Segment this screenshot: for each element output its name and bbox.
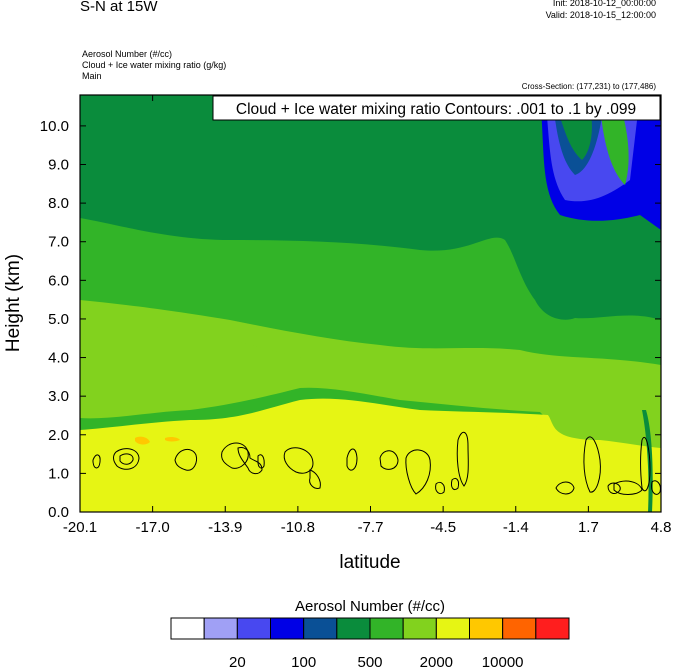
cloud-contour xyxy=(221,442,249,469)
colorbar-swatch xyxy=(203,617,238,640)
cloud-contour xyxy=(257,454,265,469)
y-tick-label: 2.0 xyxy=(48,427,69,444)
colorbar-swatch xyxy=(435,617,471,640)
contour-legend-text: Cloud + Ice water mixing ratio Contours:… xyxy=(236,101,636,118)
colorbar-tick-label: 20 xyxy=(229,654,246,668)
cloud-contour xyxy=(174,448,197,471)
colorbar-swatch xyxy=(170,617,205,640)
x-tick-label: -10.8 xyxy=(281,519,315,536)
y-axis: 0.0 1.0 2.0 3.0 4.0 5.0 6.0 7.0 8.0 9.0 10.0 xyxy=(40,118,661,521)
cloud-contour xyxy=(309,469,321,489)
cloud-contour xyxy=(113,448,140,470)
y-tick-label: 7.0 xyxy=(48,234,69,251)
cloud-contour xyxy=(451,477,459,491)
x-tick-label: 1.7 xyxy=(578,519,599,536)
field-label-aerosol: Aerosol Number (#/cc) xyxy=(82,49,173,59)
x-tick-label: -17.0 xyxy=(136,519,170,536)
y-tick-label: 9.0 xyxy=(48,157,69,174)
y-tick-label: 8.0 xyxy=(48,195,69,212)
colorbar-tick-label: 10000 xyxy=(482,654,524,668)
y-tick-label: 1.0 xyxy=(48,465,69,482)
x-tick-label: 4.8 xyxy=(651,519,672,536)
colorbar-swatch xyxy=(402,617,437,640)
x-axis: -20.1 -17.0 -13.9 -10.8 -7.7 -4.5 -1.4 1.7 4.8 xyxy=(63,95,672,536)
init-time: Init: 2018-10-12_00:00:00 xyxy=(552,0,656,8)
cloud-contour xyxy=(346,448,358,471)
cloud-contour xyxy=(607,482,621,494)
cloud-contour xyxy=(435,481,445,495)
cloud-contour xyxy=(92,454,101,469)
y-tick-label: 3.0 xyxy=(48,388,69,405)
cloud-contour xyxy=(613,480,643,495)
cloud-contour xyxy=(283,447,314,474)
colorbar-title: Aerosol Number (#/cc) xyxy=(295,598,445,615)
x-tick-label: -7.7 xyxy=(358,519,384,536)
cloud-contour xyxy=(237,447,263,475)
field-label-cloud: Cloud + Ice water mixing ratio (g/kg) xyxy=(82,60,227,70)
cloud-contours xyxy=(92,431,661,495)
cloud-contour xyxy=(583,436,601,493)
colorbar-tick-label: 100 xyxy=(291,654,316,668)
y-tick-label: 10.0 xyxy=(40,118,69,135)
cloud-contour xyxy=(405,449,431,495)
colorbar-swatch xyxy=(303,617,338,640)
cloud-contour xyxy=(640,437,651,492)
colorbar-swatch xyxy=(236,617,271,640)
x-tick-label: -1.4 xyxy=(503,519,529,536)
main-title: S-N at 15W xyxy=(80,0,158,15)
x-tick-label: -13.9 xyxy=(208,519,242,536)
colorbar-swatch xyxy=(369,617,404,640)
x-axis-label: latitude xyxy=(339,552,400,573)
colorbar-tick-label: 500 xyxy=(357,654,382,668)
field-label-main: Main xyxy=(82,71,102,81)
colorbar-tick-label: 2000 xyxy=(420,654,453,668)
colorbar-labels: 20 100 500 2000 10000 xyxy=(229,654,524,668)
y-axis-label: Height (km) xyxy=(3,254,24,352)
aerosol-spot-high xyxy=(135,436,150,445)
contour-legend-box xyxy=(212,95,661,121)
colorbar-swatch xyxy=(502,617,537,640)
y-tick-label: 6.0 xyxy=(48,272,69,289)
colorbar-swatch xyxy=(469,617,504,640)
y-tick-label: 0.0 xyxy=(48,504,69,521)
y-tick-label: 4.0 xyxy=(48,350,69,367)
cloud-contour xyxy=(119,453,134,465)
cloud-contour xyxy=(379,450,399,470)
aerosol-field xyxy=(80,95,661,512)
cloud-contour xyxy=(555,481,575,495)
x-tick-label: -4.5 xyxy=(430,519,456,536)
cloud-contour xyxy=(651,480,661,495)
y-tick-label: 5.0 xyxy=(48,311,69,328)
colorbar-swatch xyxy=(336,617,371,640)
x-tick-label: -20.1 xyxy=(63,519,97,536)
cross-section-label: Cross-Section: (177,231) to (177,486) xyxy=(521,82,656,91)
valid-time: Valid: 2018-10-15_12:00:00 xyxy=(545,10,656,20)
colorbar-swatch xyxy=(270,617,305,640)
cloud-contour xyxy=(456,431,469,487)
colorbar xyxy=(170,617,570,640)
colorbar-swatch xyxy=(535,617,570,640)
